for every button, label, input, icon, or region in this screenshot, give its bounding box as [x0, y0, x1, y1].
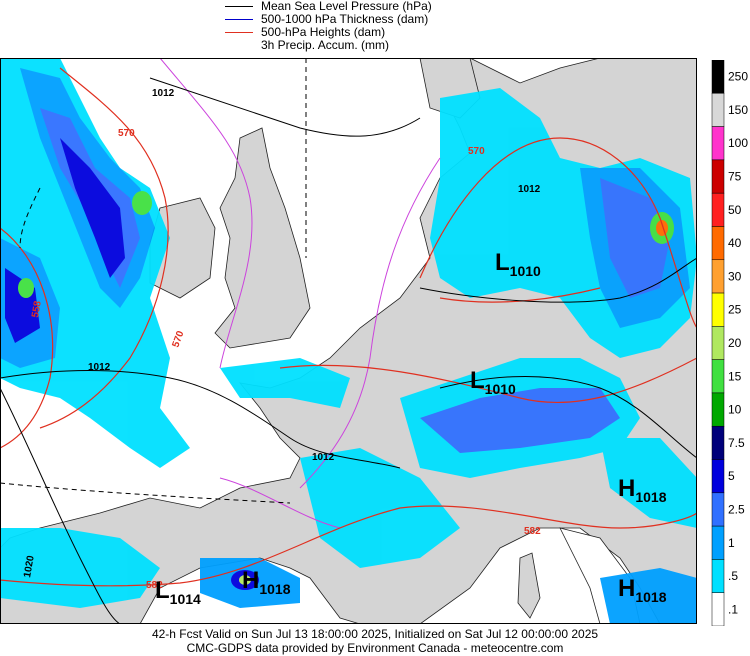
footer-forecast-info: 42-h Fcst Valid on Sun Jul 13 18:00:00 2… [151, 627, 599, 641]
precip-ireland-peak [132, 191, 152, 215]
legend-item-pressure: Mean Sea Level Pressure (hPa) [225, 0, 485, 13]
thickness-line-3 [219, 477, 341, 529]
colorbar-swatch [711, 425, 725, 460]
great-britain [214, 127, 311, 349]
height-label: 570 [468, 146, 485, 157]
colorbar-label: 1 [728, 536, 735, 550]
height-label: 570 [118, 128, 135, 139]
system-high-1018-south: H1018 [618, 575, 667, 605]
precip-balkan [600, 568, 697, 624]
isobars [0, 77, 697, 624]
footer-credit: CMC-GDPS data provided by Environment Ca… [186, 641, 564, 655]
colorbar-swatch [711, 192, 725, 227]
height-line-570-west [39, 67, 169, 429]
height-line-570-mid [439, 287, 601, 303]
height-lines [0, 67, 697, 587]
colorbar-swatch [711, 592, 725, 626]
colorbar-swatch [711, 559, 725, 593]
corsica-sardinia [517, 552, 541, 619]
legend-item-thickness: 500-1000 hPa Thickness (dam) [225, 13, 485, 26]
precip-iberia [0, 528, 160, 608]
precip-alps [420, 388, 620, 453]
precip-adriatic [600, 438, 697, 528]
thickness-line-1 [159, 58, 253, 369]
legend-item-heights: 500-hPa Heights (dam) [225, 26, 485, 39]
colorbar-swatch [711, 525, 725, 560]
map-footer: 42-h Fcst Valid on Sun Jul 13 18:00:00 2… [0, 627, 750, 655]
isobar-1020 [0, 387, 121, 624]
precip-fields [0, 58, 697, 624]
colorbar-swatch [711, 392, 725, 427]
colorbar-swatch [711, 126, 725, 161]
colorbar-label: 100 [728, 136, 748, 150]
colorbar-swatch [711, 93, 725, 127]
isobar-label: 1020 [22, 554, 37, 578]
colorbar-swatch [711, 259, 725, 294]
colorbar-label: 20 [728, 336, 742, 350]
dashed-lines [0, 58, 307, 504]
colorbar-label: .1 [728, 602, 738, 616]
precip-colorbar: 250 150 100 75 50 40 30 25 20 15 10 7.5 5 2.5 1 .5 .1 [711, 60, 748, 626]
precip-pyrenees-peak [239, 575, 251, 585]
colorbar-label: 5 [728, 469, 735, 483]
colorbar-label: 25 [728, 303, 742, 317]
isobar-1010-germany [419, 257, 697, 303]
colorbar-label: 50 [728, 203, 742, 217]
precip-atlantic-core [60, 138, 125, 278]
height-label: 582 [524, 526, 541, 537]
colorbar-swatch [711, 226, 725, 261]
height-label: 582 [146, 580, 163, 591]
height-line-alps [279, 357, 697, 404]
height-label: 558 [30, 300, 44, 319]
precip-france-south [300, 448, 460, 568]
colorbar-label: 250 [728, 70, 748, 84]
colorbar-swatch [711, 292, 725, 327]
precip-west-peak [18, 278, 34, 298]
isobar-label: 1012 [88, 362, 111, 373]
isobar-label: 1012 [518, 184, 541, 195]
parallel-dashed [0, 482, 291, 504]
isobar-label: 1012 [312, 452, 335, 463]
system-low-1010-alps: L1010 [470, 367, 516, 397]
colorbar-label: 7.5 [728, 436, 745, 450]
height-line-582 [0, 505, 697, 587]
contour-labels: 1012 1012 1012 1012 1020 570 558 570 570… [22, 88, 541, 591]
isobar-1010-alps [439, 376, 697, 459]
colorbar-label: 2.5 [728, 502, 745, 516]
colorbar-swatch [711, 326, 725, 360]
legend-item-precip: 3h Precip. Accum. (mm) [261, 38, 390, 52]
colorbar-swatch [711, 459, 725, 494]
colorbar-swatch [711, 159, 725, 194]
weather-map: 1012 1012 1012 1012 1020 570 558 570 570… [0, 58, 697, 624]
colorbar-swatch [711, 492, 725, 527]
colorbar-label: 15 [728, 369, 742, 383]
isobar-1012-south [0, 370, 401, 469]
front-dashed [19, 187, 41, 249]
system-low-1010-germany: L1010 [495, 249, 541, 279]
system-high-1018-italy: H1018 [618, 475, 667, 505]
map-legend: Mean Sea Level Pressure (hPa) 500-1000 h… [225, 0, 485, 56]
colorbar-label: 30 [728, 269, 742, 283]
isobar-1012-north [149, 77, 421, 137]
colorbar-label: 150 [728, 103, 748, 117]
colorbar-label: 10 [728, 403, 742, 417]
height-line-570-east [419, 137, 697, 329]
colorbar-label: .5 [728, 569, 738, 583]
pressure-systems: L1010 L1010 H1018 H1018 L1014 H1018 [155, 249, 667, 607]
system-low-1014-spain: L1014 [155, 577, 201, 607]
colorbar-swatch [711, 60, 725, 94]
precip-poland-heavy [600, 178, 670, 298]
map-frame [0, 58, 697, 624]
isobar-label: 1012 [152, 88, 175, 99]
system-high-1018-spain: H1018 [242, 567, 291, 597]
colorbar-label: 75 [728, 170, 742, 184]
colorbar-label: 40 [728, 236, 742, 250]
precip-france-north [220, 358, 350, 408]
colorbar-swatch [711, 359, 725, 394]
